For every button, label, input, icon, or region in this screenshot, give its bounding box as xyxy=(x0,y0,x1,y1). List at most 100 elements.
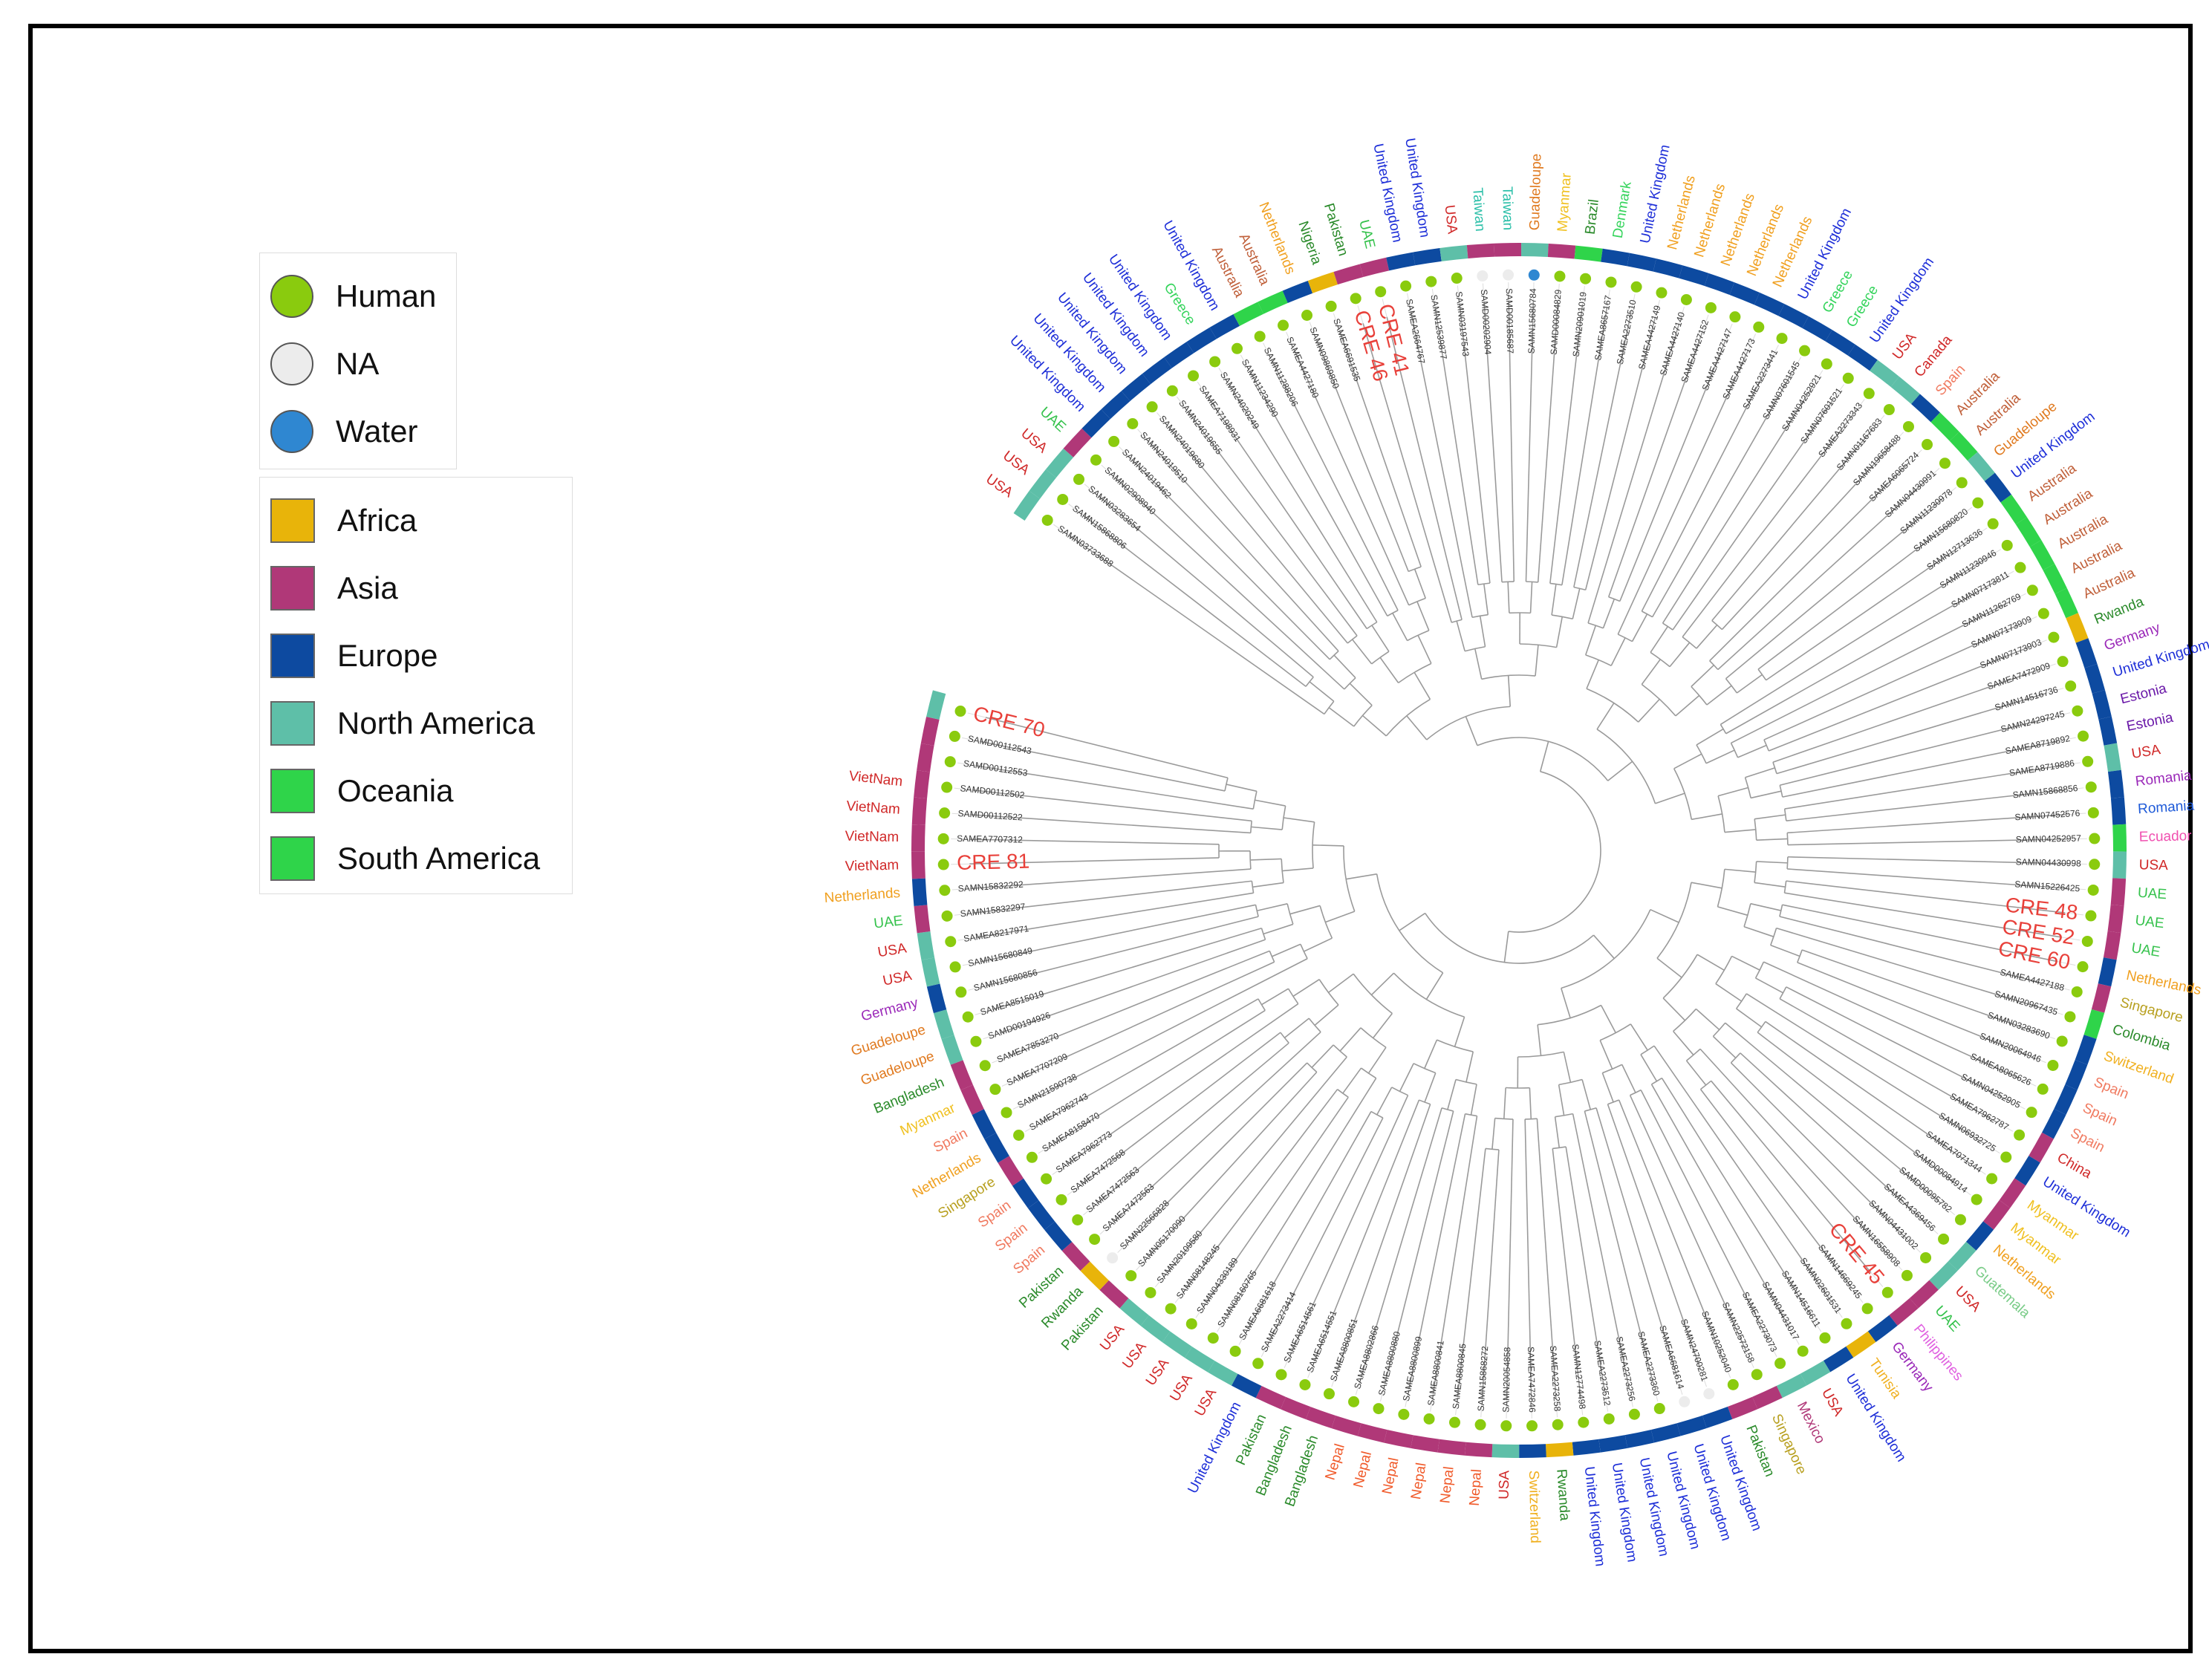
host-dot xyxy=(2048,631,2060,643)
region-ring-segment xyxy=(911,797,928,825)
tip-leader xyxy=(1654,299,1660,319)
tip-leader xyxy=(1260,1340,1271,1358)
host-dot xyxy=(2089,833,2101,844)
tree-branch xyxy=(1185,1089,1338,1289)
host-dot xyxy=(1373,1403,1385,1415)
tip-leader xyxy=(1355,1376,1362,1395)
host-dot xyxy=(979,1060,991,1072)
tree-arc xyxy=(1318,979,1339,1006)
host-dot xyxy=(989,1084,1001,1095)
host-dot xyxy=(1055,1194,1067,1205)
tree-arc xyxy=(1736,993,1747,1009)
tip-leader xyxy=(1238,1328,1249,1345)
host-dot xyxy=(1603,1413,1615,1425)
tree-branch xyxy=(1552,1148,1581,1397)
tree-branch xyxy=(1148,1071,1318,1257)
tip-leader xyxy=(2020,616,2037,625)
tree-branch xyxy=(1252,882,1284,888)
region-ring-segment xyxy=(2104,743,2121,772)
tree-branch xyxy=(1717,787,1748,797)
region-ring-segment xyxy=(1948,1241,1977,1271)
legend-item-human: Human xyxy=(270,267,436,326)
tree-branch xyxy=(980,904,1256,963)
tree-branch xyxy=(1257,903,1288,912)
country-label: Spain xyxy=(992,1220,1030,1254)
tree-arc xyxy=(1408,597,1426,606)
tip-leader xyxy=(983,1032,1001,1040)
tree-branch xyxy=(1621,1064,1636,1093)
tree-branch xyxy=(1746,993,1985,1145)
region-ring-segment xyxy=(941,1035,963,1065)
tree-branch xyxy=(1434,307,1479,585)
tree-branch xyxy=(1413,568,1426,599)
host-dot xyxy=(1348,1396,1360,1407)
tree-branch xyxy=(1755,977,1783,994)
tree-branch xyxy=(1750,790,1782,799)
tree-branch xyxy=(1691,882,1722,889)
host-dot xyxy=(1107,1252,1119,1264)
country-label: Germany xyxy=(2102,620,2162,654)
region-ring-segment xyxy=(1185,1347,1215,1373)
country-label: Nepal xyxy=(1437,1466,1457,1505)
host-legend: Human NA Water xyxy=(259,253,457,469)
country-label: USA xyxy=(1952,1283,1984,1315)
tree-branch xyxy=(1691,664,1714,688)
country-label: United Kingdom xyxy=(1581,1466,1608,1568)
tip-leader xyxy=(2065,787,2084,791)
region-ring-segment xyxy=(1494,243,1522,257)
tree-arc xyxy=(1757,1020,1766,1033)
tip-leader xyxy=(1831,1302,1843,1318)
region-ring-segment xyxy=(1306,1407,1336,1429)
tree-arc xyxy=(1717,869,1725,908)
tip-leader xyxy=(1309,322,1317,340)
tree-branch xyxy=(1425,972,1444,1000)
tree-branch xyxy=(1584,317,1656,590)
region-ring-segment xyxy=(911,851,925,879)
tree-arc xyxy=(1686,1048,1701,1061)
tip-leader xyxy=(1924,1221,1939,1234)
region-ring-segment xyxy=(1045,448,1074,478)
host-dot xyxy=(1425,276,1437,287)
region-ring-segment xyxy=(2110,797,2127,825)
tree-arc xyxy=(1599,1023,1631,1041)
host-dot xyxy=(1841,1318,1852,1329)
region-ring-segment xyxy=(1140,1315,1171,1343)
tree-branch xyxy=(1757,518,1958,670)
tree-branch xyxy=(1610,637,1626,666)
country-label: Switzerland xyxy=(1526,1471,1543,1544)
tree-arc xyxy=(1426,706,1511,740)
region-ring-segment xyxy=(1598,1435,1628,1453)
country-label: USA xyxy=(876,940,908,960)
sample-label: SAMN15832292 xyxy=(957,879,1024,894)
tree-arc xyxy=(1642,611,1653,618)
region-ring-segment xyxy=(1331,1415,1361,1436)
tree-branch xyxy=(1745,767,1775,778)
country-label: Spain xyxy=(975,1197,1014,1231)
region-ring-segment xyxy=(1846,1331,1876,1358)
tree-branch xyxy=(1376,1087,1393,1116)
tree-branch xyxy=(1743,925,1774,937)
tree-branch xyxy=(1675,694,1700,717)
tree-branch xyxy=(1351,639,1373,665)
region-ring-segment xyxy=(2110,878,2127,906)
tip-leader xyxy=(1240,354,1251,372)
sample-label: SAMEA2273256 xyxy=(1614,1335,1638,1402)
host-dot xyxy=(1375,286,1387,298)
tree-arc xyxy=(1387,610,1399,617)
tip-leader xyxy=(1580,1396,1584,1416)
tree-branch xyxy=(1372,1012,1393,1039)
tip-leader xyxy=(1941,486,1956,500)
host-dot xyxy=(1278,319,1289,331)
tree-arc xyxy=(1700,1080,1712,1090)
tip-leader xyxy=(957,762,976,766)
country-label: USA xyxy=(1018,426,1050,456)
tree-branch xyxy=(1673,1030,1694,1055)
host-dot xyxy=(1207,1332,1219,1344)
region-ring-segment xyxy=(2083,1009,2105,1039)
tree-arc xyxy=(1287,988,1299,1005)
host-dot xyxy=(1972,497,1984,509)
host-dot xyxy=(1680,294,1692,306)
tree-arc xyxy=(1465,1113,1477,1117)
sample-label: SAMD00112522 xyxy=(957,808,1023,823)
host-dot xyxy=(1073,473,1085,485)
